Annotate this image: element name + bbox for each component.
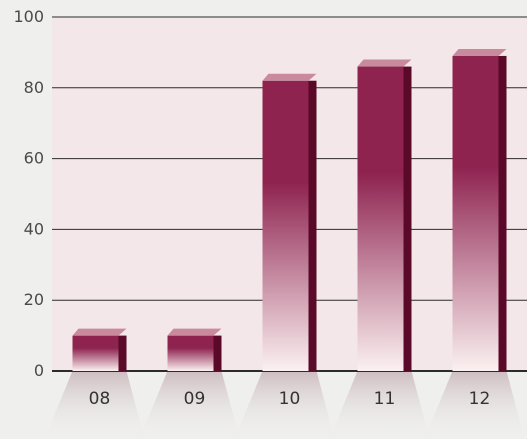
x-tick-label: 11 [374, 389, 396, 409]
y-tick-label: 60 [24, 149, 44, 168]
bar-top [452, 48, 507, 56]
y-tick-label: 20 [24, 290, 44, 309]
bar-10 [262, 73, 317, 371]
bar-top [167, 328, 222, 336]
x-tick-label: 08 [89, 389, 111, 409]
y-tick-label: 100 [13, 7, 44, 26]
bar-face [357, 66, 404, 371]
bar-12 [452, 48, 507, 371]
bar-top [72, 328, 127, 336]
bar-09 [167, 328, 222, 371]
bar-08 [72, 328, 127, 371]
bar-11 [357, 59, 412, 371]
bar-face [262, 80, 309, 371]
bar-reflection [234, 371, 335, 439]
bar-reflection [139, 371, 240, 439]
bar-top [357, 59, 412, 67]
bars [72, 48, 507, 371]
bar-face [167, 335, 214, 371]
bar-face [72, 335, 119, 371]
y-tick-label: 40 [24, 219, 44, 238]
x-axis-labels: 08 09 10 11 12 [89, 389, 491, 409]
bar-reflection [424, 371, 525, 439]
x-tick-label: 12 [469, 389, 491, 409]
bar-side [118, 335, 127, 371]
bar-side [403, 66, 412, 371]
bar-top [262, 73, 317, 81]
bar-side [498, 55, 507, 371]
y-tick-label: 0 [34, 361, 44, 380]
bar-reflection [329, 371, 430, 439]
bar-side [213, 335, 222, 371]
bar-side [308, 80, 317, 371]
y-tick-label: 80 [24, 78, 44, 97]
bar-reflection [44, 371, 145, 439]
x-tick-label: 10 [279, 389, 301, 409]
y-axis-ticks: 0 20 40 60 80 100 [13, 7, 44, 380]
x-tick-label: 09 [184, 389, 206, 409]
bar-face [452, 55, 499, 371]
bar-reflections [44, 371, 525, 439]
